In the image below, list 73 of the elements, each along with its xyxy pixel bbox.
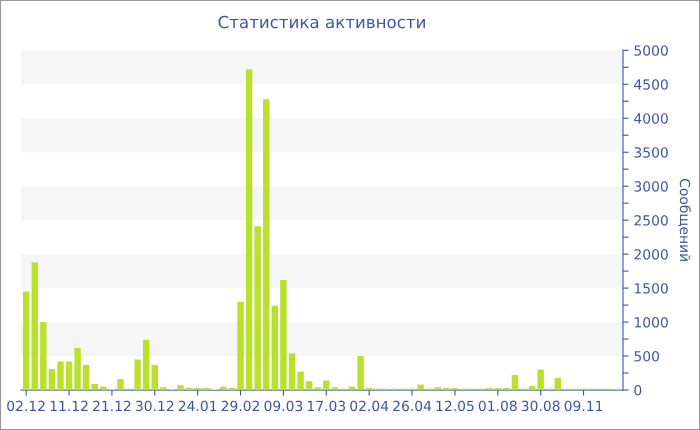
y-tick-label: 5000 (634, 45, 668, 56)
x-tick-label: 02.12 (7, 400, 45, 412)
bar (272, 306, 278, 390)
bar (254, 226, 261, 390)
bar (417, 384, 424, 390)
x-tick-label: 30.12 (136, 400, 174, 412)
y-tick-label: 2500 (634, 215, 668, 226)
x-tick-label: 11.12 (50, 400, 88, 411)
bar (554, 378, 562, 390)
bar (366, 388, 372, 390)
bar (434, 387, 441, 390)
bar (348, 386, 356, 390)
y-tick-label: 3500 (634, 147, 668, 158)
bar (486, 388, 492, 390)
bar (246, 69, 252, 390)
x-tick-label: 24.01 (178, 400, 216, 412)
bar (332, 387, 338, 390)
bar (452, 388, 458, 390)
x-tick-label: 12.05 (436, 400, 474, 412)
chart-title: Статистика активности (218, 16, 425, 28)
bar (40, 322, 47, 390)
x-tick-label: 09.11 (564, 400, 602, 412)
bar (82, 364, 90, 390)
x-tick-label: 30.08 (522, 400, 560, 412)
bar (237, 302, 244, 390)
y-tick-label: 1000 (634, 317, 668, 328)
bar (503, 388, 510, 390)
bar (228, 388, 236, 390)
bar (100, 386, 107, 390)
bar (66, 361, 72, 390)
y-axis-title: Сообщений (678, 178, 691, 261)
y-tick-label: 4000 (634, 113, 668, 124)
bar (92, 384, 98, 390)
bar (186, 388, 192, 390)
bar (220, 386, 227, 390)
x-tick-label: 29.02 (222, 400, 260, 412)
bar (280, 280, 287, 390)
y-tick-label: 2000 (634, 249, 668, 260)
x-tick-label: 02.04 (350, 400, 388, 412)
bar (323, 380, 330, 390)
bar (537, 370, 544, 390)
bar (48, 368, 56, 390)
bar (297, 372, 304, 390)
bar (528, 386, 536, 390)
x-tick-label: 01.08 (478, 400, 517, 412)
bar (134, 359, 141, 390)
bar (288, 353, 296, 390)
x-tick-label: 21.12 (93, 400, 130, 411)
bar (306, 381, 312, 390)
x-tick-label: 26.04 (393, 400, 432, 412)
y-tick-label: 1500 (634, 283, 668, 294)
y-tick-label: 3000 (634, 181, 668, 192)
bar (194, 388, 201, 390)
bar (512, 375, 518, 390)
bar (57, 361, 64, 390)
bar (142, 340, 150, 390)
y-tick-label: 4500 (634, 79, 668, 90)
bar (160, 387, 167, 390)
bar (494, 388, 502, 390)
bar (357, 356, 364, 390)
bar (117, 379, 124, 390)
y-tick-label: 0 (634, 384, 642, 396)
x-tick-label: 17.03 (308, 400, 346, 412)
x-tick-label: 09.03 (264, 400, 302, 412)
bar (263, 99, 270, 390)
bar (152, 364, 158, 390)
bar (22, 291, 30, 390)
y-tick-label: 500 (634, 351, 660, 362)
bar (314, 387, 321, 390)
bar (203, 388, 210, 390)
bar (74, 348, 81, 390)
bar (443, 388, 450, 390)
bar (32, 262, 38, 390)
